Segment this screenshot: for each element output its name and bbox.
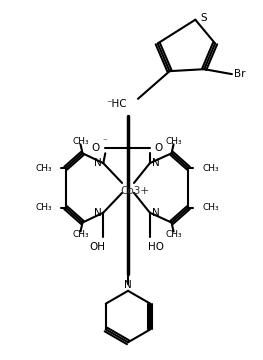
Text: N: N [94,208,101,218]
Text: Co3+: Co3+ [120,186,149,196]
Text: O: O [155,143,163,153]
Text: CH₃: CH₃ [35,164,52,173]
Text: CH₃: CH₃ [35,203,52,212]
Text: ⁻: ⁻ [102,137,107,146]
Text: N: N [124,280,132,290]
Text: OH: OH [89,242,105,252]
Text: ⁻HC: ⁻HC [107,99,127,109]
Text: N: N [94,158,101,168]
Text: CH₃: CH₃ [165,137,182,146]
Text: S: S [200,13,207,23]
Text: CH₃: CH₃ [202,203,219,212]
Text: CH₃: CH₃ [202,164,219,173]
Text: N: N [152,208,160,218]
Text: CH₃: CH₃ [165,230,182,239]
Text: N: N [152,158,160,168]
Text: CH₃: CH₃ [72,230,89,239]
Text: CH₃: CH₃ [72,137,89,146]
Text: HO: HO [148,242,164,252]
Text: O: O [91,143,99,153]
Text: Br: Br [234,69,245,79]
